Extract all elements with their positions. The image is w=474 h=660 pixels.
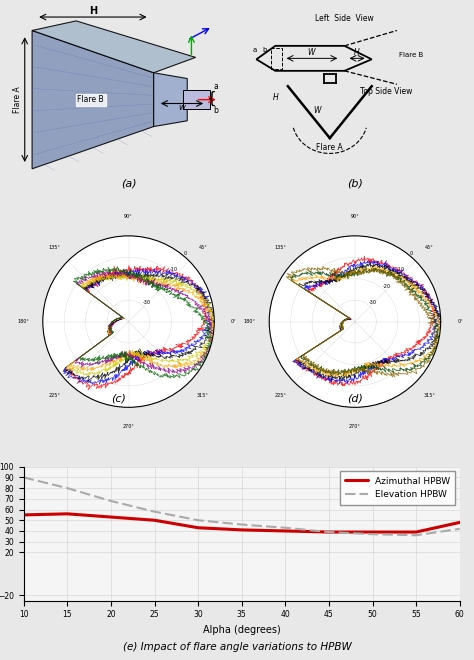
Azimuthal HPBW bbox=[195, 524, 201, 532]
Azimuthal HPBW bbox=[64, 510, 70, 518]
Line: Elevation HPBW: Elevation HPBW bbox=[24, 477, 460, 535]
Elevation HPBW bbox=[195, 516, 201, 524]
Elevation HPBW bbox=[21, 473, 27, 481]
Text: H: H bbox=[273, 92, 278, 102]
Text: (c): (c) bbox=[111, 393, 126, 403]
Text: {: { bbox=[207, 91, 216, 106]
Azimuthal HPBW bbox=[457, 519, 463, 527]
Azimuthal HPBW bbox=[283, 527, 288, 535]
Text: Flare B: Flare B bbox=[399, 52, 423, 58]
Text: (e) Impact of flare angle variations to HPBW: (e) Impact of flare angle variations to … bbox=[123, 642, 351, 652]
Polygon shape bbox=[154, 73, 187, 127]
Azimuthal HPBW bbox=[152, 516, 157, 524]
Polygon shape bbox=[32, 30, 154, 169]
Elevation HPBW bbox=[413, 531, 419, 539]
Azimuthal HPBW bbox=[21, 511, 27, 519]
Text: (a): (a) bbox=[121, 178, 137, 188]
Azimuthal HPBW bbox=[108, 513, 114, 521]
Text: Flare A: Flare A bbox=[317, 143, 343, 152]
Polygon shape bbox=[183, 90, 210, 110]
Text: Flare A: Flare A bbox=[13, 86, 22, 113]
Legend: Azimuthal HPBW, Elevation HPBW: Azimuthal HPBW, Elevation HPBW bbox=[339, 471, 455, 504]
Text: H: H bbox=[354, 48, 360, 57]
Elevation HPBW bbox=[239, 521, 245, 529]
Elevation HPBW bbox=[370, 530, 375, 538]
Text: (d): (d) bbox=[347, 393, 364, 403]
Elevation HPBW bbox=[64, 484, 70, 492]
Text: w: w bbox=[179, 103, 185, 112]
Elevation HPBW bbox=[152, 508, 157, 515]
Azimuthal HPBW bbox=[370, 528, 375, 536]
Azimuthal HPBW bbox=[413, 528, 419, 536]
Text: H: H bbox=[89, 6, 97, 16]
Text: (b): (b) bbox=[347, 178, 363, 188]
Text: W: W bbox=[307, 48, 315, 57]
Text: a: a bbox=[213, 82, 218, 91]
Azimuthal HPBW bbox=[326, 528, 332, 536]
Text: Left  Side  View: Left Side View bbox=[315, 14, 374, 23]
Text: Flare B: Flare B bbox=[77, 95, 104, 104]
Text: b: b bbox=[213, 106, 219, 115]
Text: W: W bbox=[313, 106, 321, 115]
Text: Top Side View: Top Side View bbox=[360, 87, 412, 96]
Text: a: a bbox=[252, 47, 256, 53]
Line: Azimuthal HPBW: Azimuthal HPBW bbox=[24, 514, 460, 532]
Elevation HPBW bbox=[108, 497, 114, 505]
Elevation HPBW bbox=[283, 524, 288, 532]
Elevation HPBW bbox=[326, 528, 332, 536]
Elevation HPBW bbox=[457, 525, 463, 533]
Azimuthal HPBW bbox=[239, 526, 245, 534]
Polygon shape bbox=[32, 21, 196, 73]
X-axis label: Alpha (degrees): Alpha (degrees) bbox=[203, 625, 281, 635]
Text: b: b bbox=[263, 47, 267, 53]
